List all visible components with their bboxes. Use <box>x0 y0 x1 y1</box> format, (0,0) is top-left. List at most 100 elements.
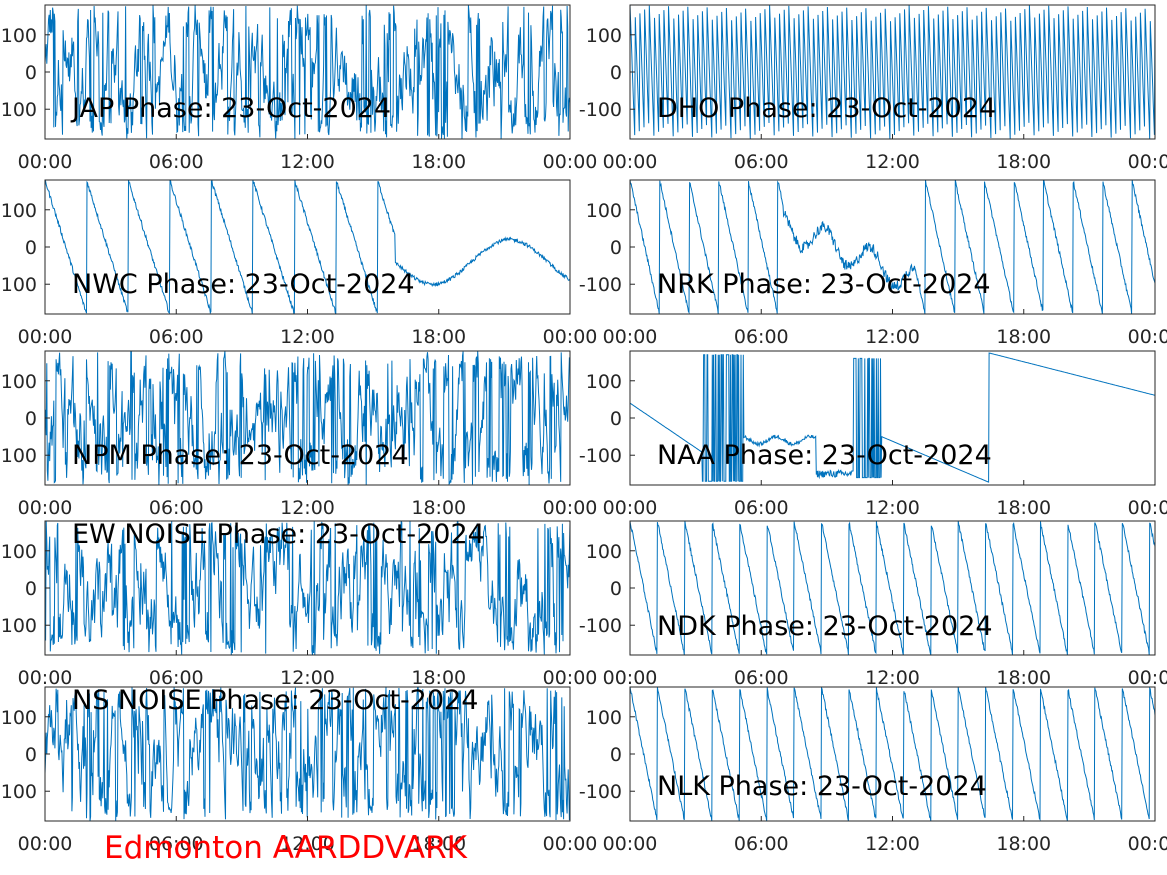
x-tick-label: 00:00 <box>543 151 598 173</box>
x-tick-label: 06:00 <box>149 667 204 689</box>
x-tick-label: 06:00 <box>734 833 789 855</box>
x-tick-label: 12:00 <box>865 833 920 855</box>
x-tick-label: 18:00 <box>996 151 1051 173</box>
x-tick-label: 12:00 <box>865 667 920 689</box>
x-tick-label: 00:00 <box>603 497 658 519</box>
x-tick-label: 00:00 <box>603 151 658 173</box>
y-tick-label: 0 <box>610 408 622 430</box>
y-tick-label: -100 <box>579 274 622 296</box>
y-tick-label: -100 <box>579 99 622 121</box>
phase-panel: 100 0 -100 00:00 06:00 12:00 18:00 00:00 DHO Pha… <box>579 4 1167 173</box>
x-tick-label: 18:00 <box>996 667 1051 689</box>
y-tick-label: -100 <box>0 615 37 637</box>
phase-panel: 100 0 -100 00:00 06:00 12:00 18:00 00:00 EW NOIS… <box>0 519 597 689</box>
y-tick-label: 100 <box>586 371 622 393</box>
phase-panel: 100 0 -100 00:00 06:00 12:00 18:00 00:00 NLK Pha… <box>579 686 1167 855</box>
panel-title: NDK Phase: 23-Oct-2024 <box>657 611 993 642</box>
y-tick-label: 100 <box>1 200 37 222</box>
y-tick-label: 0 <box>25 62 37 84</box>
x-tick-label: 18:00 <box>996 833 1051 855</box>
x-tick-label: 00:00 <box>18 326 73 348</box>
x-tick-label: 12:00 <box>280 151 335 173</box>
x-tick-label: 06:00 <box>149 151 204 173</box>
x-tick-label: 18:00 <box>411 326 466 348</box>
y-tick-label: -100 <box>0 274 37 296</box>
y-tick-label: 0 <box>25 237 37 259</box>
y-tick-label: 0 <box>610 237 622 259</box>
phase-series-line <box>45 5 570 139</box>
y-tick-label: -100 <box>579 615 622 637</box>
x-tick-label: 12:00 <box>280 667 335 689</box>
x-tick-label: 00:00 <box>543 667 598 689</box>
phase-panel: 100 0 -100 00:00 06:00 12:00 18:00 00:00 NS NOIS… <box>0 685 597 855</box>
panel-title: NRK Phase: 23-Oct-2024 <box>657 269 991 300</box>
panel-title: NAA Phase: 23-Oct-2024 <box>657 440 992 471</box>
x-tick-label: 00:00 <box>18 833 73 855</box>
x-tick-label: 12:00 <box>865 326 920 348</box>
x-tick-label: 06:00 <box>149 497 204 519</box>
x-tick-label: 06:00 <box>734 326 789 348</box>
y-tick-label: -100 <box>0 99 37 121</box>
phase-panel: 100 0 -100 00:00 06:00 12:00 18:00 00:00 NPM Pha… <box>0 350 598 519</box>
x-tick-label: 00:00 <box>603 833 658 855</box>
x-tick-label: 18:00 <box>996 497 1051 519</box>
x-tick-label: 00:00 <box>543 833 598 855</box>
phase-series-line <box>630 352 1155 483</box>
phase-series-line <box>630 521 1155 655</box>
y-tick-label: 0 <box>25 744 37 766</box>
panel-title: EW NOISE Phase: 23-Oct-2024 <box>72 519 485 550</box>
x-tick-label: 18:00 <box>411 151 466 173</box>
x-tick-label: 00:00 <box>18 667 73 689</box>
phase-series-line <box>630 180 1155 314</box>
x-tick-label: 00:00 <box>543 326 598 348</box>
x-tick-label: 06:00 <box>149 833 204 855</box>
phase-series-line <box>45 351 570 485</box>
y-tick-label: 100 <box>1 25 37 47</box>
phase-panel: 100 0 -100 00:00 06:00 12:00 18:00 00:00 NRK Pha… <box>579 179 1167 348</box>
phase-series-line <box>45 521 570 655</box>
y-tick-label: -100 <box>0 445 37 467</box>
x-tick-label: 18:00 <box>411 497 466 519</box>
y-tick-label: 100 <box>1 707 37 729</box>
y-tick-label: -100 <box>579 781 622 803</box>
y-tick-label: 0 <box>25 408 37 430</box>
x-tick-label: 00:00 <box>18 497 73 519</box>
panel-title: NS NOISE Phase: 23-Oct-2024 <box>72 685 478 716</box>
y-tick-label: 0 <box>610 744 622 766</box>
y-tick-label: 100 <box>1 371 37 393</box>
x-tick-label: 06:00 <box>149 326 204 348</box>
x-tick-label: 12:00 <box>865 151 920 173</box>
station-caption: Edmonton AARDDVARK <box>104 830 468 866</box>
x-tick-label: 12:00 <box>280 326 335 348</box>
x-tick-label: 00:00 <box>603 667 658 689</box>
phase-series-line <box>630 687 1155 821</box>
x-tick-label: 06:00 <box>734 667 789 689</box>
y-tick-label: -100 <box>0 781 37 803</box>
panel-title: JAP Phase: 23-Oct-2024 <box>70 93 391 124</box>
phase-series-line <box>45 687 570 821</box>
phase-panel: 100 0 -100 00:00 06:00 12:00 18:00 00:00 NDK Pha… <box>579 520 1167 689</box>
x-tick-label: 00:00 <box>18 151 73 173</box>
x-tick-label: 18:00 <box>411 667 466 689</box>
y-tick-label: 100 <box>1 541 37 563</box>
x-tick-label: 00:00 <box>1128 497 1167 519</box>
x-tick-label: 00:00 <box>1128 151 1167 173</box>
y-tick-label: 0 <box>25 578 37 600</box>
phase-series-line <box>630 5 1155 139</box>
x-tick-label: 00:00 <box>603 326 658 348</box>
x-tick-label: 00:00 <box>1128 326 1167 348</box>
y-tick-label: 0 <box>610 578 622 600</box>
y-tick-label: -100 <box>579 445 622 467</box>
panel-title: NPM Phase: 23-Oct-2024 <box>72 440 409 471</box>
x-tick-label: 18:00 <box>411 833 466 855</box>
y-tick-label: 0 <box>610 62 622 84</box>
x-tick-label: 00:00 <box>543 497 598 519</box>
y-tick-label: 100 <box>586 25 622 47</box>
x-tick-label: 06:00 <box>734 151 789 173</box>
x-tick-label: 00:00 <box>1128 667 1167 689</box>
x-tick-label: 12:00 <box>280 833 335 855</box>
x-tick-label: 18:00 <box>996 326 1051 348</box>
panel-title: DHO Phase: 23-Oct-2024 <box>657 93 996 124</box>
x-tick-label: 00:00 <box>1128 833 1167 855</box>
